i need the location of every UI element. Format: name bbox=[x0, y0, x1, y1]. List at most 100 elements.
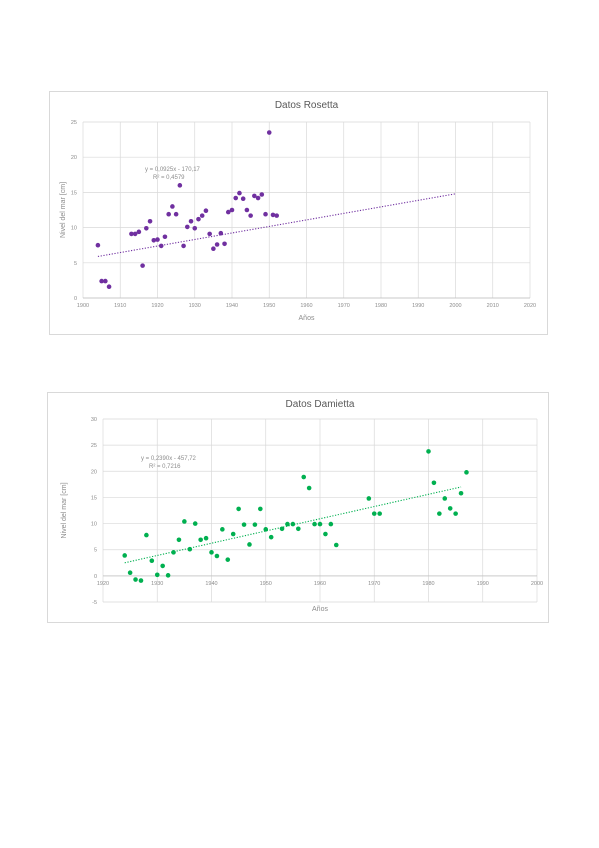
damietta-x-tick-label: 1920 bbox=[97, 581, 109, 587]
rosetta-data-point bbox=[166, 211, 171, 217]
damietta-data-point bbox=[431, 480, 437, 486]
rosetta-data-point bbox=[244, 207, 250, 213]
damietta-data-point bbox=[306, 485, 312, 491]
rosetta-y-tick-label: 25 bbox=[71, 120, 77, 126]
damietta-data-point bbox=[209, 550, 214, 555]
rosetta-data-point bbox=[270, 212, 276, 218]
damietta-data-point bbox=[426, 449, 431, 454]
damietta-data-point bbox=[144, 532, 149, 538]
damietta-data-point bbox=[154, 572, 160, 578]
rosetta-data-point bbox=[211, 246, 216, 252]
rosetta-r-squared: R² = 0,4579 bbox=[153, 175, 185, 181]
rosetta-data-point bbox=[259, 192, 265, 197]
damietta-data-point bbox=[122, 553, 127, 558]
rosetta-data-point bbox=[151, 237, 157, 243]
rosetta-data-point bbox=[192, 226, 198, 231]
rosetta-data-point bbox=[170, 204, 175, 209]
rosetta-data-point bbox=[229, 207, 235, 213]
damietta-data-point bbox=[366, 496, 372, 501]
rosetta-data-point bbox=[95, 242, 101, 248]
damietta-data-point bbox=[236, 506, 241, 512]
damietta-y-tick-label: 0 bbox=[94, 574, 97, 580]
damietta-x-tick-label: 1940 bbox=[205, 581, 217, 587]
damietta-trendline-equation: y = 0,2390x - 457,72 bbox=[141, 456, 197, 462]
damietta-data-point bbox=[301, 474, 307, 480]
rosetta-y-tick-label: 15 bbox=[71, 190, 77, 196]
rosetta-x-tick-label: 2010 bbox=[487, 303, 499, 309]
rosetta-data-point bbox=[144, 226, 149, 231]
damietta-data-point bbox=[290, 521, 296, 527]
damietta-data-point bbox=[198, 537, 203, 543]
damietta-data-point bbox=[285, 521, 290, 527]
damietta-data-point bbox=[268, 534, 274, 540]
damietta-y-tick-label: 25 bbox=[91, 443, 97, 449]
rosetta-x-tick-label: 1930 bbox=[189, 303, 201, 309]
damietta-x-axis-label: Años bbox=[312, 606, 328, 613]
damietta-data-point bbox=[323, 531, 328, 537]
damietta-y-axis-label: Nivel del mar [cm] bbox=[61, 482, 68, 538]
damietta-data-point bbox=[214, 553, 220, 559]
damietta-y-tick-label: 5 bbox=[94, 548, 97, 554]
rosetta-x-tick-label: 1990 bbox=[412, 303, 424, 309]
rosetta-data-point bbox=[188, 218, 194, 224]
rosetta-y-tick-label: 0 bbox=[74, 296, 77, 302]
damietta-data-point bbox=[220, 527, 225, 532]
damietta-data-point bbox=[203, 535, 209, 541]
rosetta-data-point bbox=[233, 195, 239, 201]
rosetta-data-point bbox=[136, 229, 142, 235]
rosetta-y-tick-label: 10 bbox=[71, 226, 77, 232]
rosetta-data-point bbox=[248, 213, 253, 218]
rosetta-data-point bbox=[132, 231, 138, 237]
damietta-data-point bbox=[165, 573, 171, 578]
damietta-data-point bbox=[127, 570, 133, 576]
damietta-data-point bbox=[187, 546, 193, 552]
rosetta-data-point bbox=[185, 224, 190, 230]
damietta-data-point bbox=[317, 521, 323, 527]
rosetta-trendline-equation: y = 0,0925x - 170,17 bbox=[145, 167, 201, 173]
rosetta-data-point bbox=[129, 231, 134, 237]
damietta-x-tick-label: 1970 bbox=[368, 581, 380, 587]
rosetta-data-point bbox=[207, 231, 212, 237]
rosetta-y-tick-label: 20 bbox=[71, 155, 77, 161]
damietta-data-point bbox=[149, 558, 155, 563]
rosetta-data-point bbox=[158, 243, 164, 249]
rosetta-x-tick-label: 1940 bbox=[226, 303, 238, 309]
rosetta-y-axis-label: Nivel del mar [cm] bbox=[60, 182, 67, 238]
rosetta-data-point bbox=[255, 195, 261, 201]
rosetta-x-tick-label: 1980 bbox=[375, 303, 387, 309]
damietta-data-point bbox=[333, 542, 339, 548]
damietta-x-tick-label: 1990 bbox=[477, 581, 489, 587]
rosetta-chart: 0 5 10 15 20 25 1900 1910 1920 1930 1940 1950 1960 19… bbox=[49, 91, 548, 335]
rosetta-data-point bbox=[274, 213, 279, 218]
damietta-data-point bbox=[263, 527, 269, 532]
damietta-data-point bbox=[230, 531, 236, 537]
damietta-chart-title: Datos Damietta bbox=[286, 399, 355, 410]
rosetta-data-point bbox=[252, 193, 257, 199]
rosetta-data-point bbox=[173, 211, 179, 217]
rosetta-data-point bbox=[140, 263, 145, 268]
rosetta-data-point bbox=[177, 183, 183, 188]
damietta-y-tick-label: 30 bbox=[91, 417, 97, 423]
rosetta-data-point bbox=[196, 216, 201, 222]
rosetta-data-point bbox=[155, 237, 160, 242]
damietta-data-point bbox=[437, 511, 442, 516]
rosetta-x-axis-label: Años bbox=[299, 315, 315, 322]
damietta-x-tick-label: 2000 bbox=[531, 581, 543, 587]
rosetta-y-tick-label: 5 bbox=[74, 261, 77, 267]
rosetta-data-point bbox=[162, 234, 168, 240]
rosetta-data-point bbox=[222, 241, 227, 247]
damietta-data-point bbox=[447, 506, 453, 511]
damietta-chart: -5 0 5 10 15 20 25 30 1920 1930 1940 1950 1960 1970 19… bbox=[47, 392, 549, 623]
damietta-data-point bbox=[133, 577, 138, 582]
rosetta-x-tick-label: 1970 bbox=[338, 303, 350, 309]
rosetta-data-point bbox=[240, 196, 246, 202]
damietta-data-point bbox=[225, 557, 231, 562]
rosetta-x-tick-label: 1950 bbox=[263, 303, 275, 309]
rosetta-data-point bbox=[225, 209, 231, 215]
rosetta-chart-svg: 0 5 10 15 20 25 1900 1910 1920 1930 1940 1950 1960 19… bbox=[60, 100, 536, 322]
damietta-data-point bbox=[464, 470, 469, 475]
damietta-data-point bbox=[176, 537, 182, 543]
rosetta-x-tick-label: 1960 bbox=[300, 303, 312, 309]
rosetta-x-tick-label: 1910 bbox=[114, 303, 126, 309]
rosetta-data-point bbox=[147, 218, 153, 224]
